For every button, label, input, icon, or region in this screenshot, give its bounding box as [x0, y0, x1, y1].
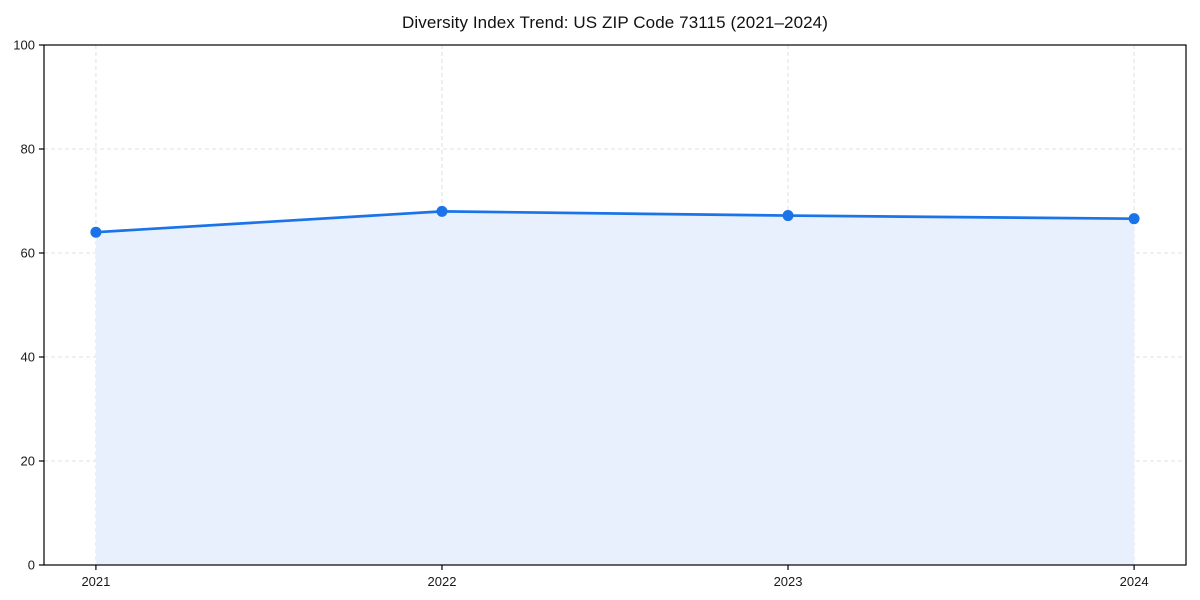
- y-tick-label: 60: [21, 246, 35, 261]
- y-tick-label: 40: [21, 350, 35, 365]
- trend-line: [94, 210, 1136, 234]
- area-fill: [95, 211, 1135, 565]
- y-tick-label: 20: [21, 454, 35, 469]
- x-tick-label: 2023: [774, 574, 803, 589]
- x-tick-label: 2024: [1120, 574, 1149, 589]
- data-point: [436, 205, 448, 217]
- x-tick-label: 2022: [428, 574, 457, 589]
- x-tick-label: 2021: [81, 574, 110, 589]
- data-point: [782, 210, 794, 222]
- y-tick-label: 80: [21, 142, 35, 157]
- data-point: [1128, 213, 1140, 225]
- y-tick-label: 100: [13, 38, 35, 53]
- plot-border: [43, 44, 1187, 566]
- chart-title: Diversity Index Trend: US ZIP Code 73115…: [401, 13, 829, 32]
- y-tick-label: 0: [28, 558, 35, 573]
- data-point: [90, 226, 102, 238]
